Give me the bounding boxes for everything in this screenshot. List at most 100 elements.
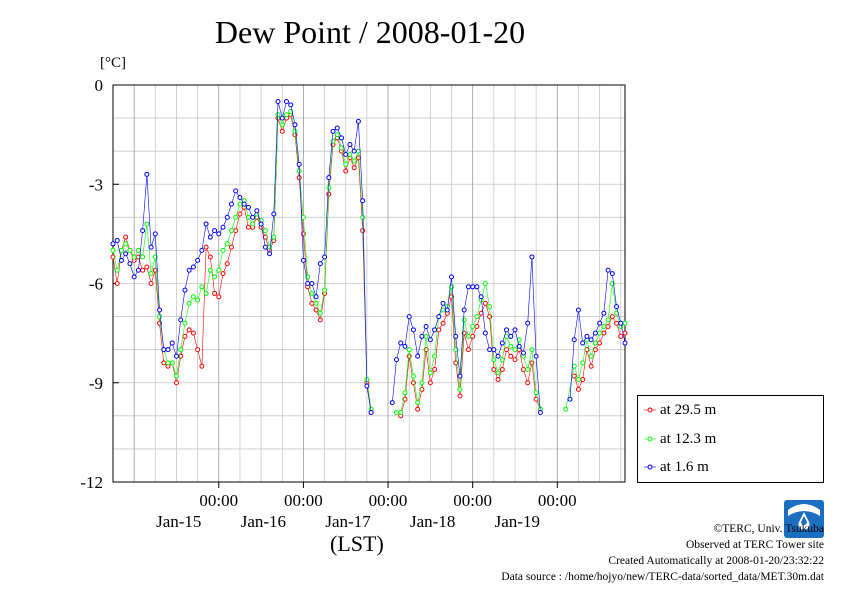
- data-point-2: [580, 340, 586, 346]
- data-point-1: [575, 376, 581, 382]
- data-point-0: [499, 367, 505, 373]
- data-point-2: [271, 211, 277, 217]
- data-point-1: [525, 367, 531, 373]
- data-point-1: [461, 317, 467, 323]
- data-point-2: [592, 330, 598, 336]
- data-point-1: [432, 353, 438, 359]
- created-text: Created Automatically at 2008-01-20/23:3…: [608, 555, 824, 567]
- data-point-0: [195, 347, 201, 353]
- data-point-0: [622, 330, 628, 336]
- data-point-1: [233, 214, 239, 220]
- data-point-2: [199, 247, 205, 253]
- data-point-1: [508, 343, 514, 349]
- data-point-2: [309, 281, 315, 286]
- data-point-0: [355, 155, 361, 161]
- data-point-0: [614, 320, 620, 326]
- data-point-0: [605, 324, 611, 330]
- data-point-1: [592, 340, 598, 346]
- data-point-0: [415, 406, 421, 412]
- credits: ©TERC, Univ. Tsukuba Observed at TERC To…: [501, 521, 824, 585]
- data-point-0: [182, 333, 188, 339]
- legend-label: at 29.5 m: [660, 401, 717, 418]
- x-tick-date-label: Jan-19: [495, 512, 540, 531]
- data-point-2: [410, 327, 416, 333]
- data-point-2: [322, 254, 328, 260]
- data-point-2: [529, 254, 535, 260]
- data-point-0: [478, 310, 484, 316]
- data-point-1: [495, 370, 501, 376]
- data-point-1: [212, 274, 218, 280]
- legend: at 29.5 m at 12.3 m at 1.6 m: [637, 395, 824, 483]
- data-point-1: [415, 400, 421, 406]
- data-point-2: [203, 221, 209, 227]
- legend-marker-blue: [644, 464, 656, 470]
- data-point-1: [203, 290, 209, 296]
- data-point-2: [567, 396, 573, 402]
- data-point-1: [419, 380, 425, 386]
- data-point-2: [533, 353, 539, 359]
- data-point-0: [114, 281, 120, 286]
- x-tick-date-label: Jan-18: [410, 512, 455, 531]
- data-point-2: [402, 343, 408, 349]
- data-point-1: [275, 112, 281, 118]
- data-point-2: [571, 337, 577, 343]
- data-point-0: [186, 327, 192, 333]
- data-point-2: [279, 115, 285, 121]
- data-point-1: [474, 314, 480, 320]
- data-point-0: [220, 271, 226, 277]
- data-point-1: [250, 221, 256, 227]
- data-point-2: [436, 314, 442, 320]
- data-point-1: [262, 228, 268, 234]
- data-point-2: [482, 330, 488, 336]
- data-point-1: [292, 128, 298, 134]
- data-point-2: [470, 284, 476, 290]
- data-point-0: [224, 261, 230, 267]
- series-line-2: [112, 100, 372, 413]
- data-point-0: [597, 340, 603, 346]
- data-point-1: [512, 347, 518, 353]
- x-tick-time-label: 00:00: [199, 491, 238, 510]
- legend-label: at 12.3 m: [660, 430, 717, 447]
- series-line-0: [112, 114, 372, 413]
- data-point-1: [300, 214, 306, 220]
- data-point-1: [529, 347, 535, 353]
- data-point-2: [444, 307, 450, 313]
- data-point-0: [313, 307, 319, 313]
- data-point-2: [588, 337, 594, 343]
- data-point-2: [474, 284, 480, 290]
- data-point-1: [563, 406, 569, 412]
- data-point-0: [309, 300, 315, 306]
- data-point-1: [165, 360, 171, 366]
- data-point-1: [220, 247, 226, 253]
- data-point-2: [275, 99, 281, 105]
- data-point-0: [491, 367, 497, 373]
- data-point-2: [110, 241, 116, 247]
- data-source-text: Data source : /home/hojyo/new/TERC-data/…: [501, 571, 824, 583]
- data-point-0: [457, 393, 463, 399]
- data-point-1: [326, 185, 332, 191]
- data-point-0: [123, 234, 129, 240]
- data-point-2: [169, 340, 175, 346]
- data-point-2: [220, 224, 226, 230]
- data-point-0: [487, 314, 493, 320]
- data-point-0: [317, 317, 323, 323]
- data-point-0: [512, 357, 518, 363]
- legend-item-1-6m: at 1.6 m: [644, 457, 709, 477]
- data-point-1: [465, 333, 471, 339]
- data-point-2: [313, 294, 319, 300]
- data-point-2: [398, 340, 404, 346]
- data-point-2: [389, 400, 395, 406]
- data-point-1: [317, 310, 323, 316]
- data-point-1: [605, 317, 611, 323]
- data-point-2: [614, 304, 620, 310]
- data-point-0: [190, 330, 196, 336]
- data-point-2: [449, 274, 455, 280]
- data-point-2: [292, 122, 298, 128]
- data-point-2: [330, 128, 336, 134]
- data-point-0: [203, 244, 209, 250]
- data-point-1: [182, 320, 188, 326]
- data-point-1: [267, 244, 273, 250]
- y-tick-label: -12: [80, 473, 103, 492]
- data-point-0: [520, 367, 526, 373]
